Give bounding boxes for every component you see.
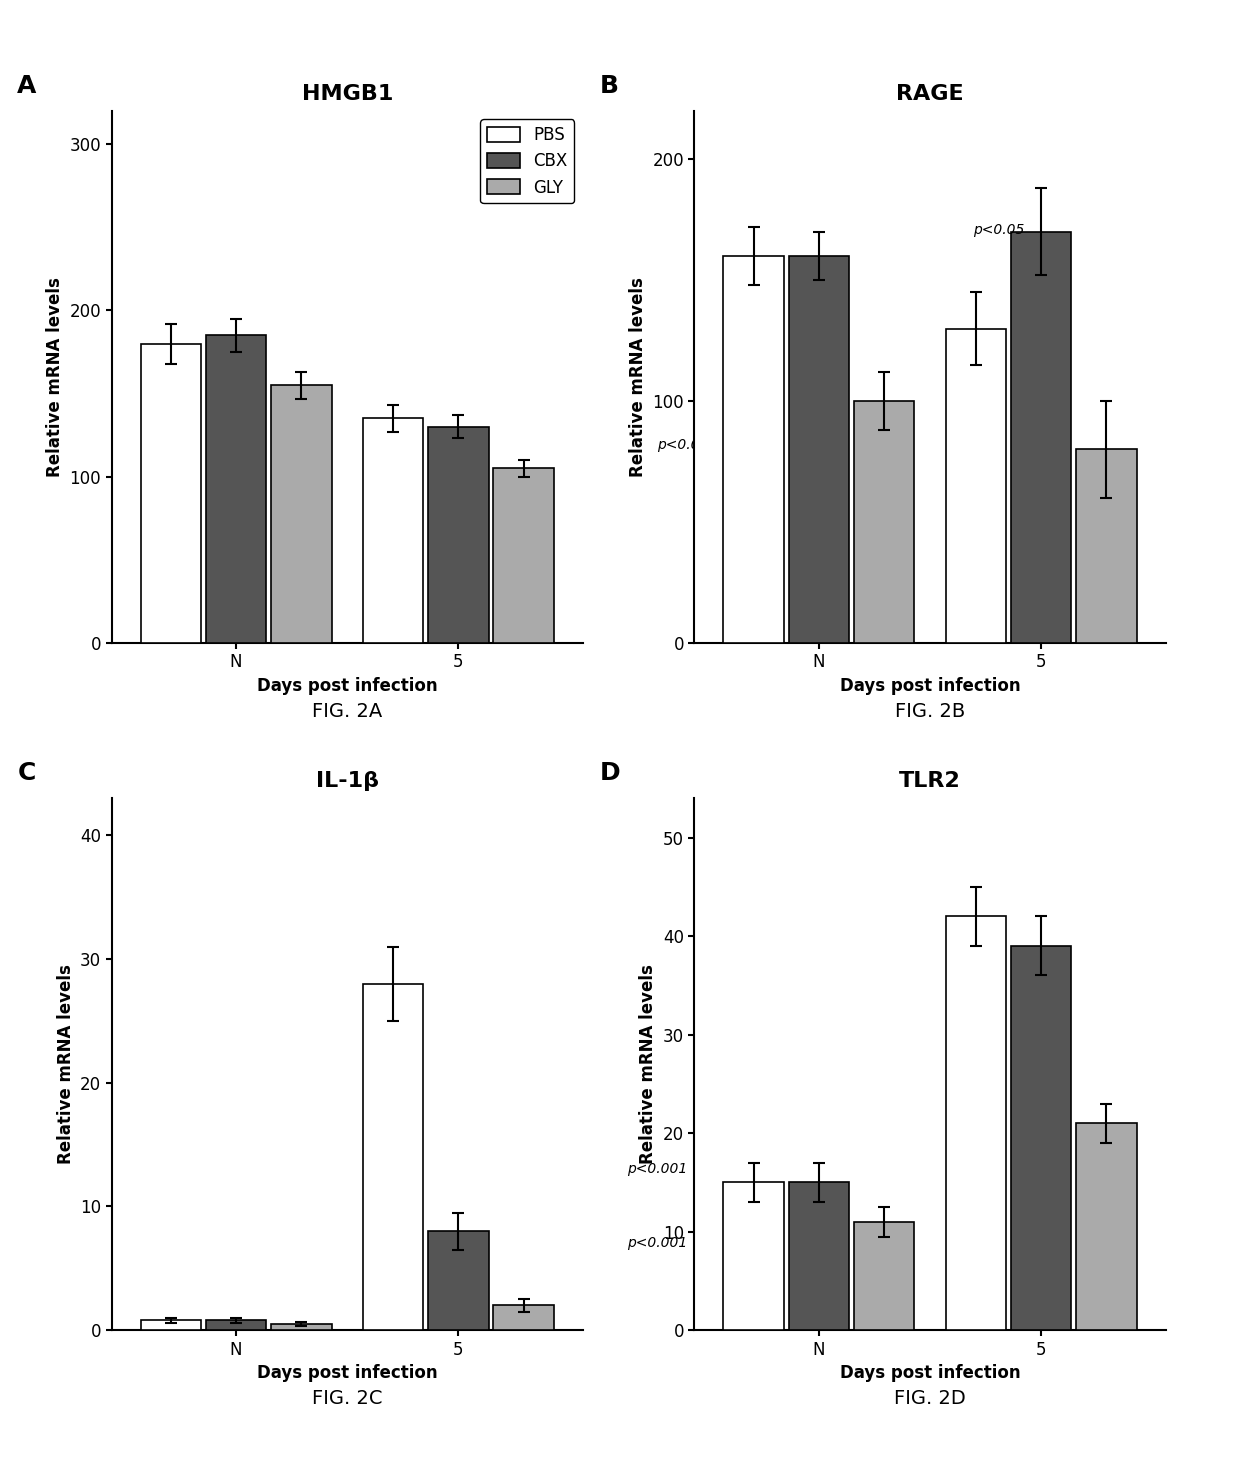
Bar [1011,946,1071,1330]
Bar [140,1320,201,1330]
Bar [272,386,331,643]
Bar [494,1305,554,1330]
Bar [1076,449,1137,643]
Text: D: D [600,761,621,785]
Text: p<0.001: p<0.001 [627,1236,687,1250]
Bar [206,1320,267,1330]
Title: RAGE: RAGE [897,84,963,103]
Y-axis label: Relative mRNA levels: Relative mRNA levels [57,964,74,1165]
Text: FIG. 2A: FIG. 2A [312,702,382,721]
Bar [789,1182,849,1330]
Bar [363,984,423,1330]
Text: FIG. 2D: FIG. 2D [894,1389,966,1409]
Bar [494,469,554,643]
Text: B: B [600,74,619,98]
Text: C: C [17,761,36,785]
Bar [1011,232,1071,643]
Bar [206,336,267,643]
Bar [946,328,1006,643]
Bar [723,256,784,643]
X-axis label: Days post infection: Days post infection [257,1364,438,1382]
Y-axis label: Relative mRNA levels: Relative mRNA levels [640,964,657,1165]
X-axis label: Days post infection: Days post infection [839,677,1021,695]
Text: FIG. 2B: FIG. 2B [895,702,965,721]
Bar [272,1324,331,1330]
Bar [854,1222,914,1330]
Text: p<0.05: p<0.05 [973,223,1024,236]
Bar [428,427,489,643]
Bar [1076,1123,1137,1330]
Text: FIG. 2C: FIG. 2C [312,1389,382,1409]
Title: IL-1β: IL-1β [316,772,378,791]
Title: HMGB1: HMGB1 [301,84,393,103]
Bar [946,916,1006,1330]
Text: A: A [17,74,37,98]
Bar [140,343,201,643]
Legend: PBS, CBX, GLY: PBS, CBX, GLY [480,120,574,202]
Y-axis label: Relative mRNA levels: Relative mRNA levels [629,276,647,477]
Text: p<0.001: p<0.001 [627,1162,687,1175]
Y-axis label: Relative mRNA levels: Relative mRNA levels [46,276,64,477]
X-axis label: Days post infection: Days post infection [257,677,438,695]
Title: TLR2: TLR2 [899,772,961,791]
Bar [723,1182,784,1330]
Bar [789,256,849,643]
X-axis label: Days post infection: Days post infection [839,1364,1021,1382]
Text: p<0.05: p<0.05 [657,437,708,452]
Bar [428,1231,489,1330]
Bar [854,401,914,643]
Bar [363,418,423,643]
